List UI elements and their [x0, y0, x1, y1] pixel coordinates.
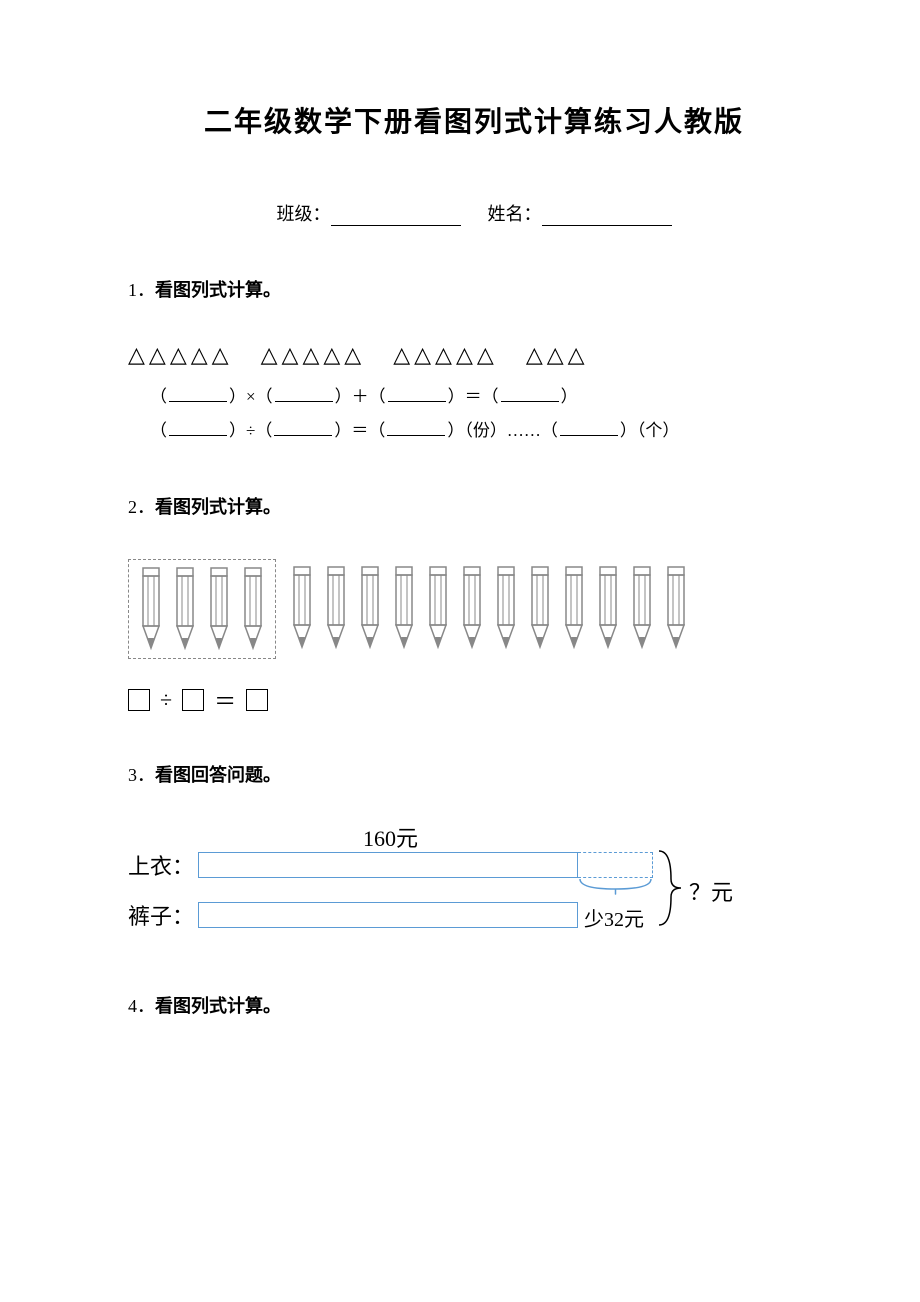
- answer-blank[interactable]: [501, 388, 559, 402]
- pencil-icon: [594, 565, 622, 653]
- brace-diff: [578, 877, 657, 905]
- eq-text: ）＝（: [334, 421, 385, 440]
- q2-equation: ÷ ＝: [128, 684, 820, 716]
- header-line: 班级： 姓名：: [128, 200, 820, 226]
- eq-text: ）＋（: [335, 387, 386, 406]
- pencil-icon: [662, 565, 690, 653]
- answer-blank[interactable]: [560, 422, 618, 436]
- pencil-icon: [424, 565, 452, 653]
- q2-heading: 2．看图列式计算。: [128, 493, 820, 519]
- eq-text: ）×（: [229, 387, 273, 406]
- triangle-row: △△△△△△△△△△△△△△△△△△: [128, 342, 820, 368]
- pencil-icon: [137, 566, 165, 654]
- eq-box[interactable]: [182, 689, 204, 711]
- pencil-icon: [492, 565, 520, 653]
- answer-blank[interactable]: [169, 388, 227, 402]
- answer-blank[interactable]: [387, 422, 445, 436]
- row2-label: 裤子：: [128, 899, 198, 931]
- eq-text: ）＝（: [448, 387, 499, 406]
- pencil-icon: [171, 566, 199, 654]
- question-4: 4．看图列式计算。: [128, 992, 820, 1018]
- pencil-icon: [356, 565, 384, 653]
- answer-blank[interactable]: [275, 388, 333, 402]
- q4-heading: 4．看图列式计算。: [128, 992, 820, 1018]
- pencil-icon: [322, 565, 350, 653]
- name-blank[interactable]: [542, 208, 672, 226]
- pencil-icon: [458, 565, 486, 653]
- page-title: 二年级数学下册看图列式计算练习人教版: [128, 100, 820, 140]
- pencil-icon: [628, 565, 656, 653]
- pencils-row: [128, 559, 820, 659]
- eq-text: （: [150, 387, 167, 406]
- triangle-group: △△△△△: [393, 342, 498, 368]
- q3-num: 3．: [128, 765, 155, 785]
- pencil-icon: [239, 566, 267, 654]
- answer-blank[interactable]: [274, 422, 332, 436]
- divide-op: ÷: [160, 687, 172, 713]
- bar-diagram: 160元 上衣： 裤子： 少32元 ？元: [128, 827, 768, 947]
- name-label: 姓名：: [488, 204, 542, 224]
- eq-box[interactable]: [128, 689, 150, 711]
- question-label: ？元: [689, 875, 733, 907]
- class-blank[interactable]: [331, 208, 461, 226]
- row1-label: 上衣：: [128, 849, 198, 881]
- triangle-group: △△△△△: [128, 342, 233, 368]
- pencil-icon: [390, 565, 418, 653]
- bar-top-dash: [578, 852, 653, 878]
- q3-title-text: 看图回答问题。: [155, 765, 281, 785]
- eq-box[interactable]: [246, 689, 268, 711]
- bar-bottom: [198, 902, 578, 928]
- q4-title-text: 看图列式计算。: [155, 996, 281, 1016]
- q1-eq2: （ ）÷（ ）＝（ ）（份）……（ ）（个）: [150, 414, 820, 448]
- pencil-icon: [526, 565, 554, 653]
- q2-title-text: 看图列式计算。: [155, 497, 281, 517]
- pencil-icon: [560, 565, 588, 653]
- pencil-rest: [282, 559, 690, 659]
- q3-heading: 3．看图回答问题。: [128, 761, 820, 787]
- eq-text: ）: [561, 387, 578, 406]
- q1-heading: 1．看图列式计算。: [128, 276, 820, 302]
- equals-op: ＝: [214, 684, 236, 716]
- eq-text: ）（个）: [620, 421, 680, 440]
- triangle-group: △△△: [526, 342, 589, 368]
- q2-num: 2．: [128, 497, 155, 517]
- q1-num: 1．: [128, 280, 155, 300]
- eq-text: （: [150, 421, 167, 440]
- pencil-icon: [205, 566, 233, 654]
- q4-num: 4．: [128, 996, 155, 1016]
- q1-eq1: （ ）×（ ）＋（ ）＝（ ）: [150, 380, 820, 414]
- brace-right: [657, 849, 685, 927]
- answer-blank[interactable]: [169, 422, 227, 436]
- class-label: 班级：: [277, 204, 331, 224]
- eq-text: ）÷（: [229, 421, 272, 440]
- question-1: 1．看图列式计算。 △△△△△△△△△△△△△△△△△△ （）×（）＋（）＝（）…: [128, 276, 820, 448]
- pencil-dashed-group: [128, 559, 276, 659]
- answer-blank[interactable]: [388, 388, 446, 402]
- pencil-icon: [288, 565, 316, 653]
- eq-text: ）（份）……（: [447, 421, 558, 440]
- question-3: 3．看图回答问题。 160元 上衣： 裤子： 少32元 ？元: [128, 761, 820, 947]
- q1-title-text: 看图列式计算。: [155, 280, 281, 300]
- question-2: 2．看图列式计算。: [128, 493, 820, 716]
- diff-label: 少32元: [584, 903, 644, 932]
- triangle-group: △△△△△: [261, 342, 366, 368]
- bar-top: [198, 852, 578, 878]
